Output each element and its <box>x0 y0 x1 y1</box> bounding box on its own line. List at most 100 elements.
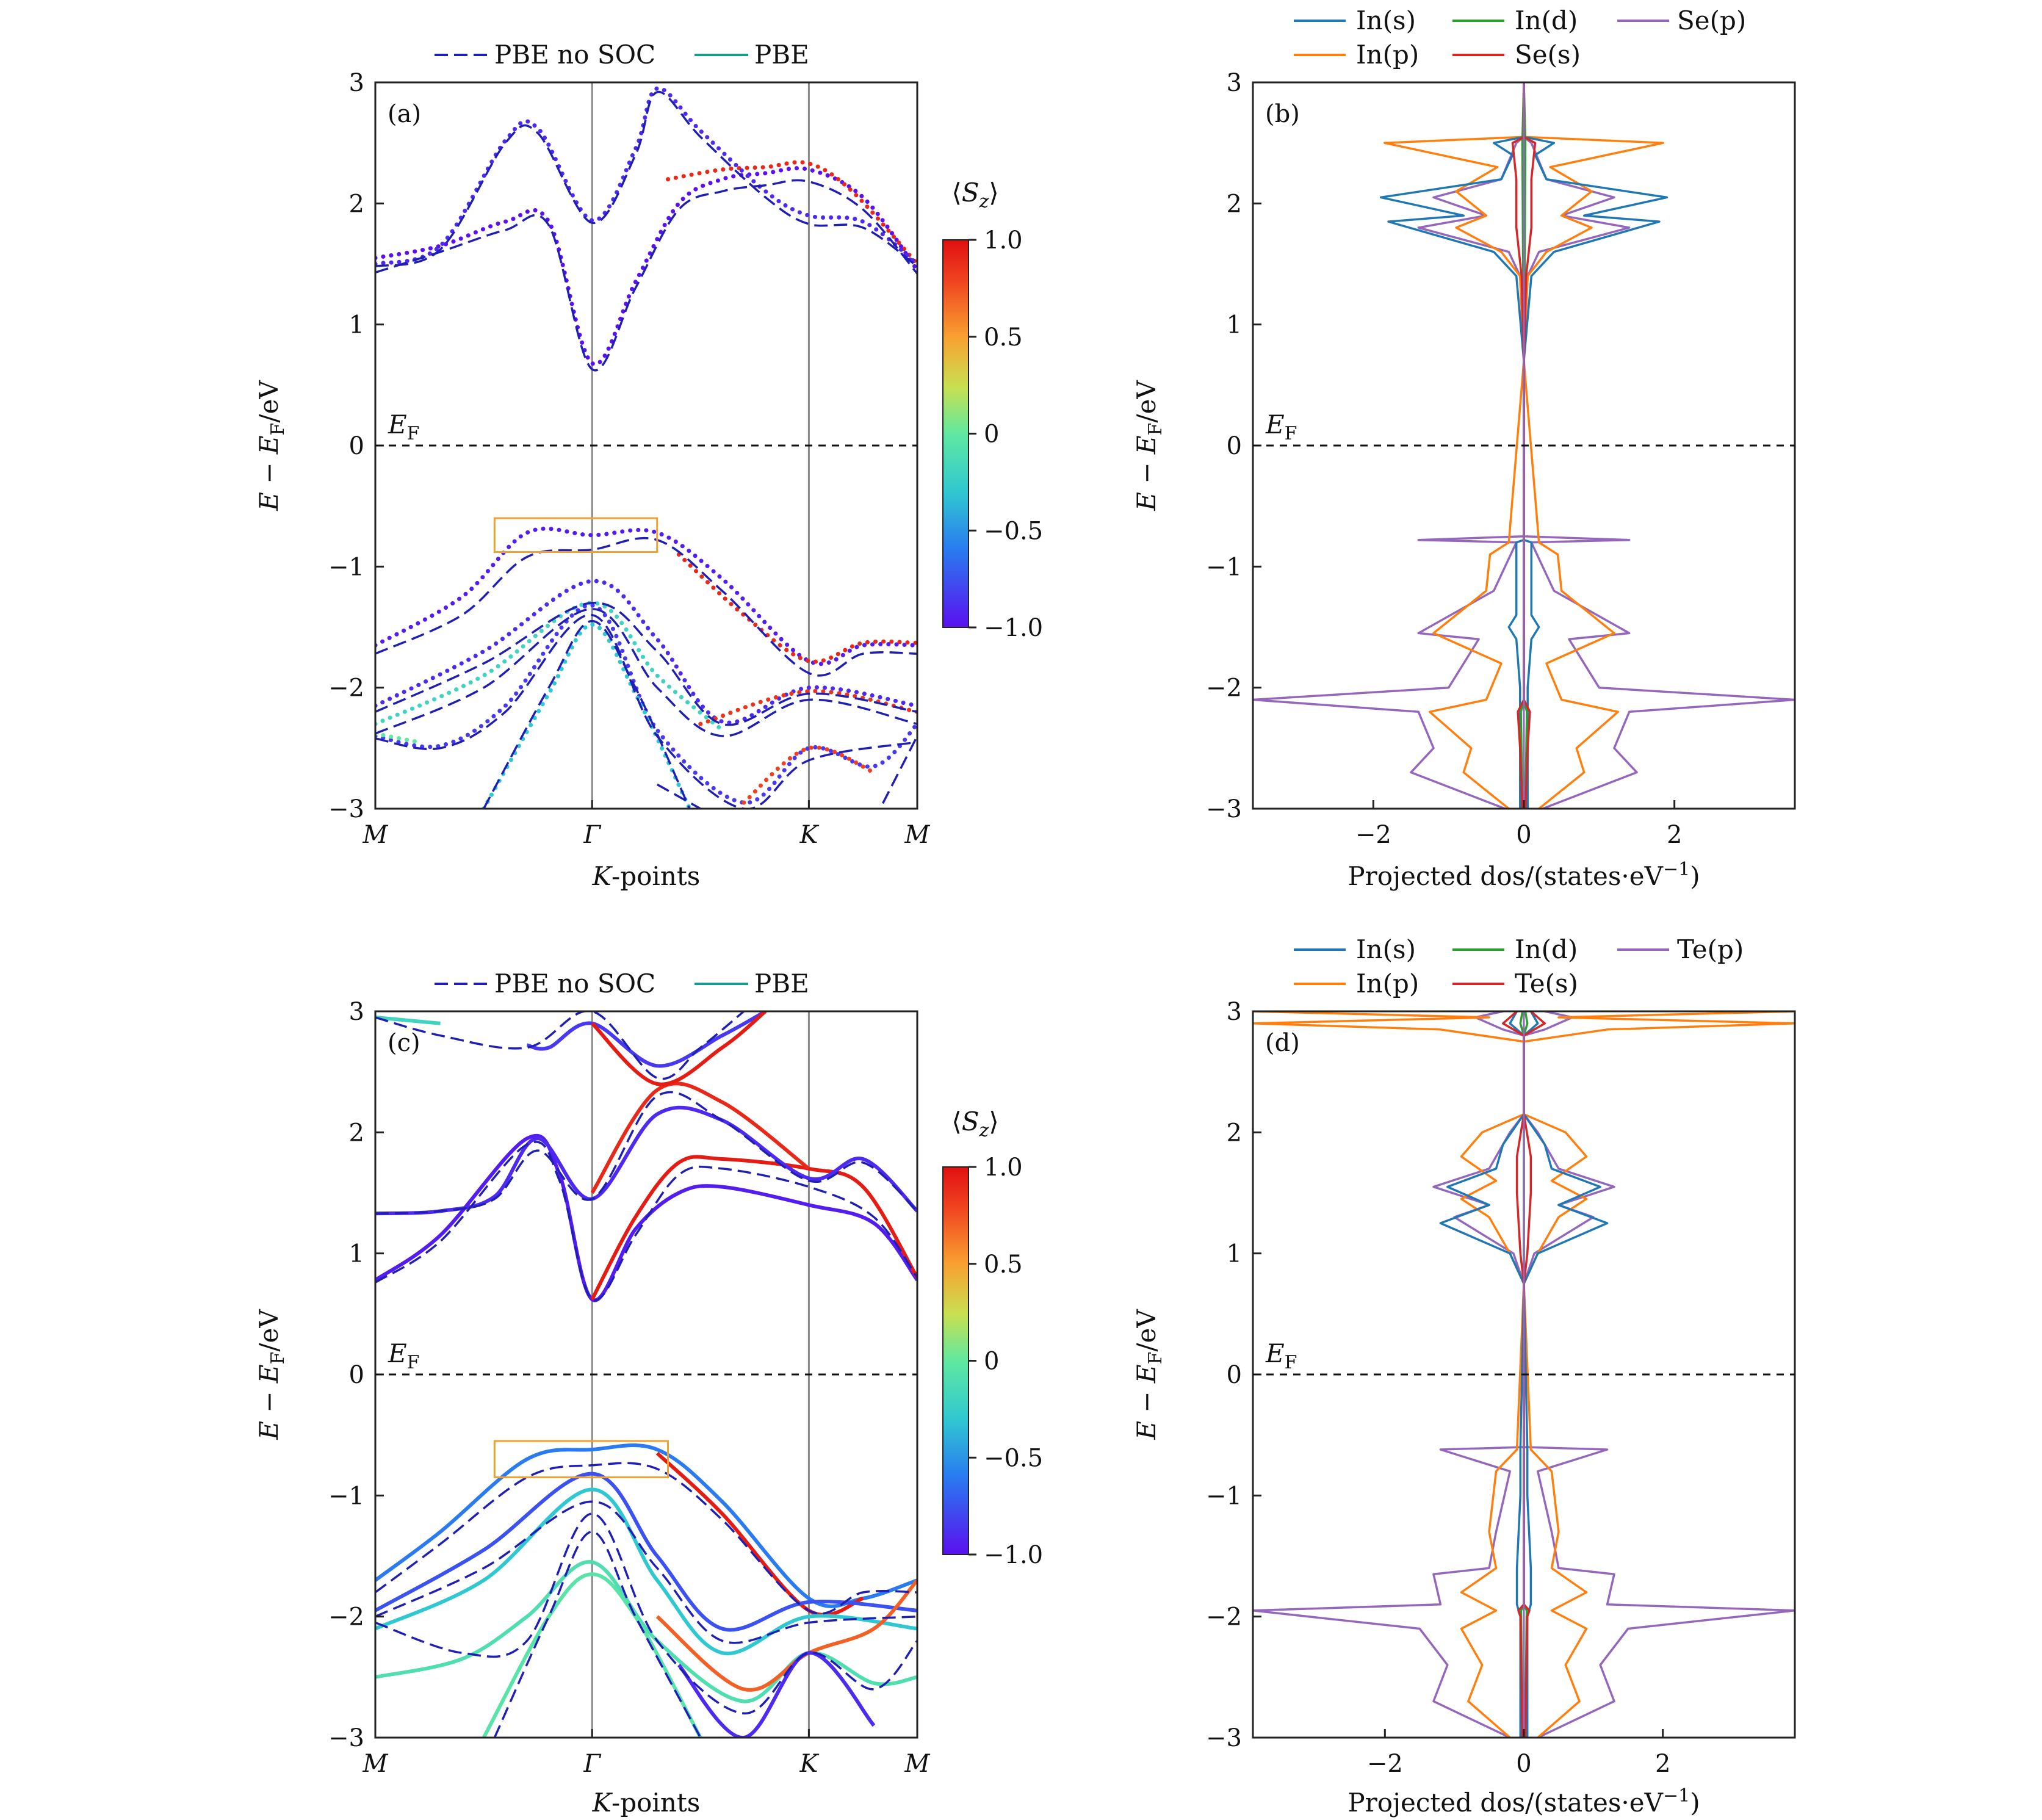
soc-band-11 <box>375 1560 917 1703</box>
colorbar-tick-label: −0.5 <box>984 1444 1043 1472</box>
soc-band-4 <box>676 552 917 664</box>
soc-band-9 <box>741 745 876 805</box>
y-tick-label: 1 <box>349 311 364 339</box>
panel-d-y-ticks: 3 2 1 0 −1 −2 −3 <box>1206 998 1795 1752</box>
soc-band-5 <box>591 1011 767 1086</box>
panel-b-fermi-label: EF <box>1265 410 1297 444</box>
y-tick-label: −2 <box>328 674 364 702</box>
legend-label-nosoc-c: PBE no SOC <box>494 969 655 998</box>
soc-band-10 <box>375 1487 917 1656</box>
colorbar-tick-label: 0.5 <box>984 1251 1023 1279</box>
panel-b-ylabel: E − EF/eV <box>1131 380 1166 511</box>
panel-a-label: (a) <box>388 100 421 128</box>
legend-label-nosoc: PBE no SOC <box>494 40 655 70</box>
nosoc-band-2 <box>375 536 917 677</box>
soc-band-14 <box>677 1651 876 1738</box>
nosoc-band-2 <box>375 1011 745 1080</box>
panel-b-dos-curves <box>1253 82 1795 809</box>
colorbar-tick-label: −1.0 <box>984 614 1043 642</box>
y-tick-label: −2 <box>328 1603 364 1631</box>
legend-label-in-s-d: In(s) <box>1356 934 1416 964</box>
panel-c-y-ticks: 3 2 1 0 −1 −2 −3 <box>328 998 917 1752</box>
nosoc-band-8 <box>879 735 917 809</box>
nosoc-band-6 <box>493 1531 702 1738</box>
nosoc-band-5 <box>375 1512 917 1715</box>
panel-a-xlabel: K-points <box>592 861 701 891</box>
soc-band-2 <box>375 86 917 266</box>
dos-curve-tes-left <box>1502 1011 1525 1738</box>
panel-b-x-ticks: −2 0 2 <box>1355 800 1682 849</box>
y-tick-label: −1 <box>1206 1482 1242 1510</box>
panel-b-y-ticks: 3 2 1 0 −1 −2 −3 <box>1206 69 1795 823</box>
colorbar-a-gradient <box>942 239 969 628</box>
nosoc-band-0 <box>375 1141 917 1302</box>
colorbar-tick-label: 0.5 <box>984 323 1023 352</box>
panel-c-ylabel: E − EF/eV <box>254 1309 289 1440</box>
x-tick-label: M <box>904 1750 931 1778</box>
soc-band-13 <box>482 1572 702 1738</box>
panel-c-colorbar: 1.0 0.5 0 −0.5 −1.0 ⟨Sz⟩ <box>942 1107 1043 1569</box>
y-tick-label: 2 <box>349 1119 364 1147</box>
legend-label-in-p: In(p) <box>1356 40 1419 70</box>
panel-b: In(s) In(d) Se(p) In(p) Se(s) (b) EF 3 2 1… <box>1131 5 1796 891</box>
dos-curve-sep-right <box>1523 82 1795 809</box>
nosoc-band-0 <box>375 179 917 372</box>
x-tick-label: 0 <box>1516 821 1531 849</box>
panel-d-ylabel: E − EF/eV <box>1131 1309 1166 1440</box>
panel-a-y-ticks: 3 2 1 0 −1 −2 −3 <box>328 69 917 823</box>
highlight-box <box>493 1440 669 1479</box>
y-tick-label: −2 <box>1206 674 1242 702</box>
panel-a-colorbar: 1.0 0.5 0 −0.5 −1.0 ⟨Sz⟩ <box>942 178 1043 642</box>
panel-a-bands <box>375 82 917 809</box>
nosoc-band-4 <box>375 1500 917 1644</box>
y-tick-label: −3 <box>1206 1724 1242 1752</box>
x-tick-label: −2 <box>1355 821 1391 849</box>
y-tick-label: 2 <box>1227 1119 1242 1147</box>
x-tick-label: Γ <box>583 821 601 849</box>
colorbar-c-title: ⟨Sz⟩ <box>951 1107 998 1141</box>
panel-c-bands <box>375 1011 917 1738</box>
y-tick-label: −1 <box>1206 553 1242 581</box>
soc-band-8 <box>375 603 917 805</box>
panel-d-xlabel: Projected dos/(states·eV−1) <box>1348 1785 1700 1818</box>
soc-band-3 <box>375 526 917 666</box>
colorbar-tick-label: 0 <box>984 421 999 449</box>
dos-curve-tes-right <box>1523 1011 1546 1738</box>
panel-d-x-ticks: −2 0 2 <box>1367 1729 1670 1778</box>
soc-band-2 <box>375 1105 917 1216</box>
panel-b-xlabel: Projected dos/(states·eV−1) <box>1348 859 1700 891</box>
dos-curve-ses-right <box>1523 82 1537 809</box>
x-tick-label: M <box>904 821 931 849</box>
panel-a-legend: PBE no SOC PBE <box>435 40 809 70</box>
soc-band-10 <box>482 622 692 809</box>
colorbar-tick-label: −0.5 <box>984 517 1043 545</box>
y-tick-label: 0 <box>349 1361 364 1389</box>
panel-c-fermi-label: EF <box>388 1338 420 1373</box>
y-tick-label: −3 <box>1206 795 1242 823</box>
legend-label-in-d: In(d) <box>1515 5 1578 35</box>
legend-label-te-p: Te(p) <box>1677 934 1744 964</box>
colorbar-c-gradient <box>942 1166 969 1555</box>
y-tick-label: 3 <box>349 998 364 1026</box>
y-tick-label: 1 <box>1227 311 1242 339</box>
legend-label-in-d-d: In(d) <box>1515 934 1578 964</box>
y-tick-label: −3 <box>328 1724 364 1752</box>
panel-d-fermi-label: EF <box>1265 1338 1297 1373</box>
y-tick-label: −3 <box>328 795 364 823</box>
x-tick-label: K <box>799 821 819 849</box>
x-tick-label: −2 <box>1367 1750 1403 1778</box>
soc-band-7 <box>375 1443 917 1608</box>
nosoc-band-3 <box>375 1462 917 1615</box>
colorbar-a-title: ⟨Sz⟩ <box>951 178 998 212</box>
legend-label-se-p: Se(p) <box>1677 5 1746 35</box>
y-tick-label: 1 <box>1227 1240 1242 1268</box>
soc-band-5 <box>375 579 917 725</box>
soc-band-3 <box>590 1082 810 1194</box>
y-tick-label: 2 <box>349 190 364 218</box>
x-tick-label: M <box>363 1750 389 1778</box>
panel-a-ylabel: E − EF/eV <box>254 380 289 511</box>
colorbar-c-ticks: 1.0 0.5 0 −0.5 −1.0 <box>969 1154 1043 1569</box>
